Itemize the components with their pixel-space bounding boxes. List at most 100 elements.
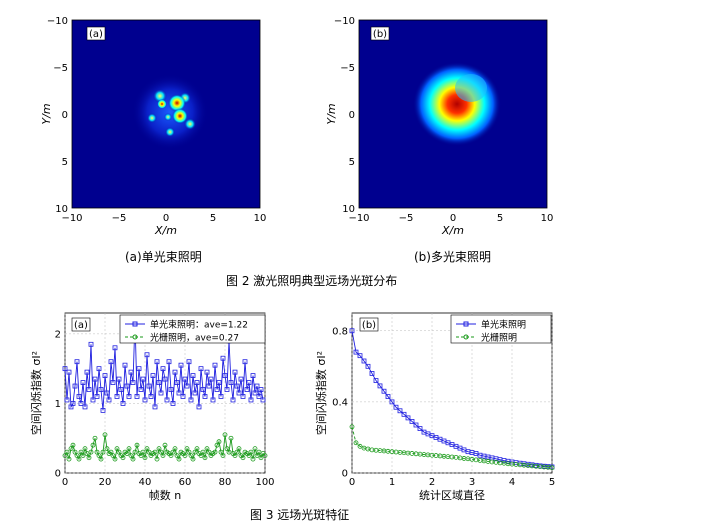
svg-text:5: 5: [62, 157, 68, 168]
legend-marker-circle: [132, 334, 138, 340]
data-point-circle: [142, 455, 148, 461]
svg-text:0: 0: [62, 110, 68, 121]
figure3-caption: 图 3 远场光斑特征: [250, 508, 350, 522]
data-point-square: [102, 373, 108, 379]
x-axis-label: X/m: [441, 224, 464, 237]
x-tick-label: 4: [509, 477, 515, 488]
data-point-circle: [158, 449, 164, 455]
data-point-square: [114, 394, 120, 399]
data-point-square: [158, 390, 164, 396]
subcaption-b: (b)多光束照明: [414, 250, 491, 264]
y-tick-label: 0.4: [332, 397, 348, 408]
data-point-circle: [114, 446, 120, 452]
data-point-square: [357, 353, 363, 359]
data-point-circle: [116, 449, 122, 455]
data-point-circle: [216, 439, 222, 445]
y-axis-label: 空间闪烁指数 σI²: [315, 351, 328, 435]
data-point-square: [254, 383, 260, 389]
panel-tag-box: [359, 317, 379, 332]
legend-label: 光栅照明，ave=0.27: [150, 332, 239, 344]
data-point-square: [154, 359, 160, 365]
data-point-square: [170, 401, 176, 406]
data-point-square: [122, 362, 128, 368]
data-point-square: [224, 387, 230, 392]
data-point-circle: [228, 435, 234, 441]
y-tick-label: 0.8: [332, 326, 348, 337]
data-point-square: [190, 373, 196, 379]
data-point-circle: [226, 449, 232, 455]
svg-text:−10: −10: [348, 213, 369, 224]
x-axis-label: 帧数 n: [149, 488, 181, 502]
data-point-square: [220, 355, 226, 361]
svg-text:5: 5: [210, 213, 216, 224]
data-point-circle: [214, 442, 220, 448]
data-point-circle: [168, 453, 174, 459]
data-point-circle: [128, 453, 134, 459]
data-point-square: [64, 397, 70, 403]
svg-text:10: 10: [55, 204, 68, 215]
data-point-square: [86, 387, 92, 392]
data-point-square: [152, 404, 158, 410]
figure2-caption: 图 2 激光照明典型远场光斑分布: [226, 274, 398, 288]
x-tick-label: 0: [62, 477, 68, 488]
data-point-square: [204, 369, 210, 375]
data-point-square: [353, 349, 359, 355]
data-point-square: [130, 380, 136, 385]
x-tick-label: 5: [549, 477, 555, 488]
data-point-square: [66, 369, 72, 375]
series-line-single-beam: [64, 319, 264, 411]
data-point-square: [162, 376, 168, 382]
data-point-square: [202, 394, 208, 399]
x-tick-label: 60: [179, 477, 192, 488]
data-point-square: [168, 387, 174, 392]
data-point-square: [349, 328, 355, 334]
data-point-square: [397, 408, 403, 414]
legend-box: [119, 314, 266, 344]
data-point-circle: [90, 442, 96, 448]
x-tick-labels: −10 −5 0 5 10: [61, 213, 266, 224]
svg-text:10: 10: [342, 204, 355, 215]
data-point-circle: [248, 449, 254, 455]
data-point-square: [76, 394, 82, 399]
data-point-square: [256, 394, 262, 399]
data-point-circle: [74, 453, 80, 459]
data-point-circle: [144, 446, 150, 452]
data-point-circle: [182, 453, 188, 459]
data-point-square: [72, 383, 78, 389]
data-point-circle: [222, 432, 228, 438]
svg-text:0: 0: [349, 110, 355, 121]
data-point-square: [194, 380, 200, 385]
data-point-square: [258, 387, 264, 392]
data-point-circle: [102, 432, 108, 438]
data-point-circle: [138, 453, 144, 459]
data-point-circle: [190, 456, 196, 462]
data-point-circle: [357, 443, 363, 449]
data-point-circle: [62, 453, 68, 459]
data-point-circle: [112, 456, 118, 462]
data-point-circle: [146, 449, 152, 455]
data-point-circle: [240, 455, 246, 461]
data-point-circle: [186, 449, 192, 455]
data-point-square: [134, 394, 140, 399]
data-point-circle: [132, 449, 138, 455]
data-point-square: [385, 394, 391, 399]
data-point-square: [228, 380, 234, 385]
data-point-square: [164, 397, 170, 403]
x-tick-label: 3: [469, 477, 475, 488]
data-point-circle: [353, 440, 359, 446]
svg-text:10: 10: [541, 213, 554, 224]
legend-label: 单光束照明: [481, 319, 526, 331]
data-point-square: [78, 401, 84, 406]
x-tick-label: 100: [255, 477, 274, 488]
data-point-circle: [120, 455, 126, 461]
svg-text:5: 5: [349, 157, 355, 168]
data-point-square: [240, 394, 246, 399]
data-point-square: [90, 397, 96, 403]
data-point-square: [393, 404, 399, 410]
data-point-square: [246, 380, 252, 385]
x-axis-label: X/m: [154, 224, 177, 237]
data-point-square: [210, 397, 216, 403]
data-point-square: [252, 390, 258, 396]
data-point-circle: [256, 449, 262, 455]
data-point-square: [112, 345, 118, 351]
